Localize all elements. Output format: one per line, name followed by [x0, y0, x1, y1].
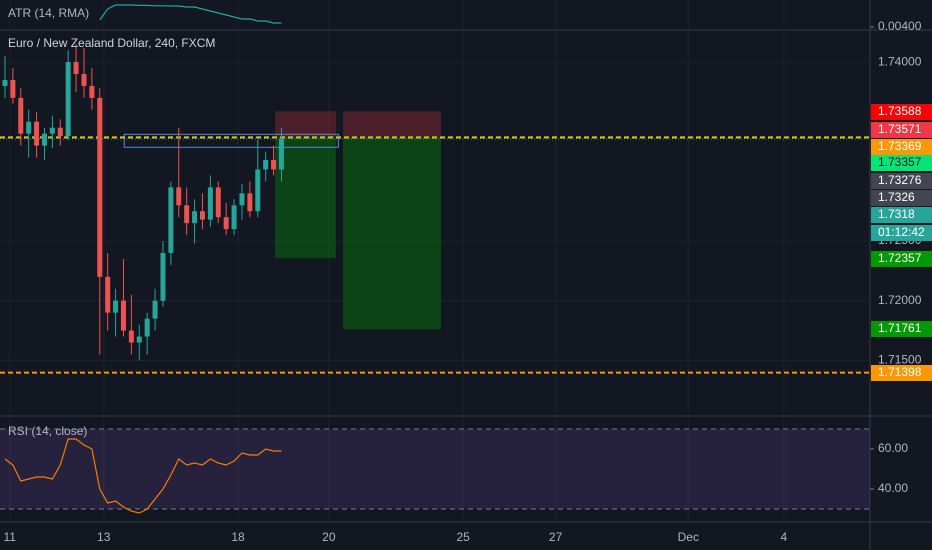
candle-body: [73, 62, 79, 75]
price-label: 1.73571: [878, 122, 922, 136]
candle-body: [176, 187, 182, 206]
price-label-bg: [871, 321, 932, 337]
y-tick-label: 1.72000: [878, 293, 922, 307]
chart-title: Euro / New Zealand Dollar, 240, FXCM: [8, 36, 215, 50]
candle-body: [168, 187, 174, 254]
candle-body: [160, 253, 166, 301]
price-label-bg: [871, 122, 932, 138]
candle-body: [136, 336, 142, 343]
x-tick-label: 13: [97, 530, 111, 544]
candle-body: [144, 318, 150, 337]
candle-body: [223, 217, 229, 230]
candle-body: [215, 187, 221, 218]
candle-body: [152, 300, 158, 319]
candle-body: [105, 276, 111, 313]
price-label: 1.71398: [878, 365, 922, 379]
candle-body: [2, 79, 8, 86]
candle-body: [271, 159, 277, 170]
candle-body: [18, 97, 24, 134]
atr-line: [99, 4, 282, 24]
x-tick-label: 11: [3, 530, 16, 544]
candle-body: [231, 205, 237, 230]
rsi-line-title: RSI (14, close): [8, 424, 87, 438]
price-label: 1.73357: [878, 155, 922, 169]
x-tick-label: 18: [231, 530, 245, 544]
candle-body: [113, 300, 119, 313]
candle-body: [278, 138, 284, 170]
y-tick-label: 40.00: [878, 481, 908, 495]
candle-body: [49, 127, 55, 134]
drawn-rectangle: [123, 133, 339, 148]
price-label-bg: [871, 365, 932, 381]
candle-body: [184, 205, 190, 224]
price-label: 1.71761: [878, 321, 922, 335]
target-zone: [343, 137, 442, 330]
stop-zone: [343, 111, 442, 138]
target-zone: [275, 137, 336, 259]
candle-body: [34, 121, 40, 146]
x-tick-label: 27: [549, 530, 563, 544]
candle-body: [89, 85, 95, 98]
candle-body: [128, 330, 134, 343]
price-label: 1.73369: [878, 139, 922, 153]
price-label: 1.7318: [878, 207, 915, 221]
atr-line-title: ATR (14, RMA): [8, 6, 89, 20]
stop-zone: [275, 111, 336, 138]
candle-body: [199, 211, 205, 220]
candle-body: [239, 193, 245, 206]
y-tick-label: 60.00: [878, 441, 908, 455]
countdown-bg: [871, 225, 932, 241]
candle-body: [207, 187, 213, 220]
candle-body: [26, 121, 32, 134]
candle-body: [263, 159, 269, 170]
rsi-band: [0, 429, 870, 509]
candle-body: [255, 169, 261, 212]
candle-body: [65, 62, 71, 137]
candle-body: [57, 127, 63, 137]
x-tick-label: 25: [456, 530, 470, 544]
price-label: 1.73276: [878, 173, 922, 187]
candle-body: [10, 79, 16, 98]
x-tick-label: Dec: [678, 530, 699, 544]
price-label-bg: [871, 190, 932, 206]
candle-body: [97, 97, 103, 277]
candle-body: [120, 300, 126, 331]
rsi-line: [4, 438, 282, 514]
x-tick-label: 20: [322, 530, 336, 544]
countdown: 01:12:42: [878, 225, 925, 239]
price-label: 1.72357: [878, 251, 922, 265]
candle-body: [192, 211, 198, 224]
candle-body: [247, 193, 253, 212]
candle-body: [81, 74, 87, 86]
price-label: 1.73588: [878, 104, 922, 118]
price-label-bg: [871, 155, 932, 171]
price-label-bg: [871, 104, 932, 120]
price-label-bg: [871, 207, 932, 223]
candle-body: [41, 133, 47, 146]
y-tick-label: 0.00400: [878, 19, 922, 33]
x-tick-label: 4: [781, 530, 788, 544]
price-label-bg: [871, 173, 932, 189]
price-label-bg: [871, 139, 932, 155]
y-tick-label: 1.74000: [878, 54, 922, 68]
y-tick-label: 1.71500: [878, 353, 922, 367]
price-label: 1.7326: [878, 190, 915, 204]
price-label-bg: [871, 251, 932, 267]
